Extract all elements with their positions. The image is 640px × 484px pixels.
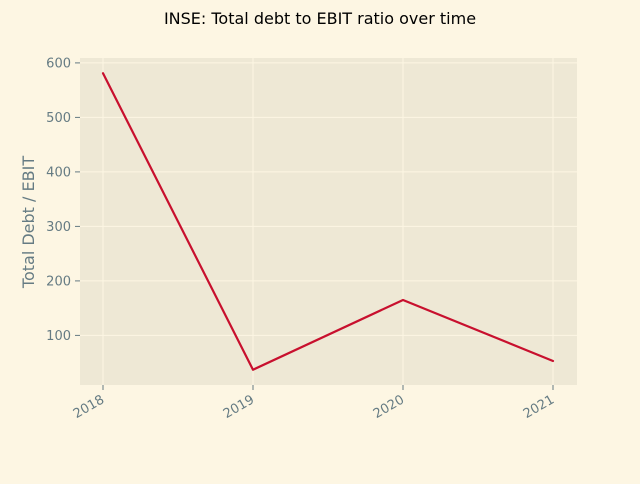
x-axis-ticks: 2018 2019 2020 2021 bbox=[71, 385, 557, 422]
y-tick-label: 300 bbox=[46, 220, 71, 235]
chart-title: INSE: Total debt to EBIT ratio over time bbox=[164, 9, 476, 28]
y-tick-label: 100 bbox=[46, 329, 71, 344]
x-tick-label: 2018 bbox=[71, 392, 107, 422]
x-tick-label: 2020 bbox=[371, 392, 407, 422]
y-tick-label: 400 bbox=[46, 165, 71, 180]
y-axis-ticks: 100 200 300 400 500 600 bbox=[46, 56, 80, 344]
y-axis-label: Total Debt / EBIT bbox=[19, 156, 38, 289]
x-tick-label: 2019 bbox=[221, 392, 257, 422]
y-tick-label: 200 bbox=[46, 274, 71, 289]
y-tick-label: 600 bbox=[46, 56, 71, 71]
plot-area bbox=[80, 58, 577, 385]
x-tick-label: 2021 bbox=[521, 392, 557, 422]
y-tick-label: 500 bbox=[46, 111, 71, 126]
